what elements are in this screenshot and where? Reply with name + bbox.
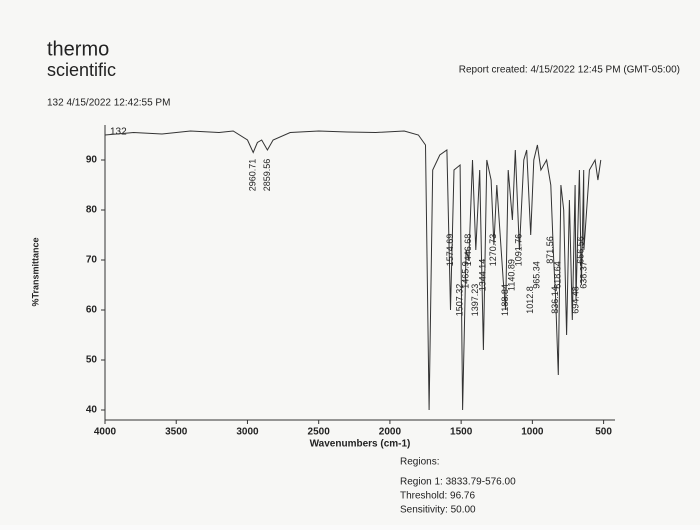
y-tick-label: 40 bbox=[86, 405, 98, 416]
y-tick-label: 80 bbox=[86, 205, 98, 216]
peak-label: 1507.32 bbox=[454, 284, 464, 317]
peak-label: 1574.69 bbox=[445, 234, 455, 267]
regions-title: Regions: bbox=[400, 457, 439, 468]
threshold: Threshold: 96.76 bbox=[400, 491, 475, 502]
y-tick-label: 60 bbox=[86, 305, 98, 316]
x-tick-label: 2000 bbox=[379, 427, 402, 438]
sample-header: 132 4/15/2022 12:42:55 PM bbox=[47, 98, 170, 109]
peak-label: 1091.76 bbox=[514, 234, 524, 267]
peak-label: 2859.56 bbox=[262, 159, 272, 192]
peak-label: 1140.89 bbox=[507, 259, 517, 291]
y-tick-label: 90 bbox=[86, 155, 98, 166]
peak-label: 638.37 bbox=[578, 261, 588, 289]
x-axis-label: Wavenumbers (cm-1) bbox=[310, 439, 411, 450]
peak-label: 1012.8 bbox=[525, 286, 535, 314]
y-tick-label: 50 bbox=[86, 355, 98, 366]
peak-label: 1397.23 bbox=[470, 284, 480, 317]
x-tick-label: 500 bbox=[595, 427, 612, 438]
peak-label: 1188.84 bbox=[500, 284, 510, 316]
peak-label: 2960.71 bbox=[247, 159, 257, 192]
series-label: 132 bbox=[110, 127, 127, 138]
peak-label: 694.48 bbox=[570, 286, 580, 314]
x-tick-label: 1000 bbox=[521, 427, 544, 438]
peak-label: 1344.14 bbox=[478, 259, 488, 292]
y-tick-label: 70 bbox=[86, 255, 98, 266]
x-tick-label: 1500 bbox=[450, 427, 473, 438]
x-tick-label: 3500 bbox=[165, 427, 188, 438]
peak-label: 1446.68 bbox=[463, 234, 473, 267]
x-tick-label: 4000 bbox=[94, 427, 117, 438]
peak-label: 818.64 bbox=[553, 261, 563, 289]
y-axis-label: %Transmittance bbox=[30, 237, 40, 306]
x-tick-label: 2500 bbox=[308, 427, 331, 438]
peak-label: 656.56 bbox=[576, 236, 586, 264]
peak-label: 836.14 bbox=[550, 286, 560, 314]
peak-label: 965.34 bbox=[532, 261, 542, 289]
spectrum-line bbox=[104, 130, 602, 411]
report-created: Report created: 4/15/2022 12:45 PM (GMT-… bbox=[459, 65, 680, 76]
region: Region 1: 3833.79-576.00 bbox=[400, 477, 516, 488]
sensitivity: Sensitivity: 50.00 bbox=[400, 505, 476, 516]
peak-label: 1270.73 bbox=[488, 234, 498, 267]
x-tick-label: 3000 bbox=[236, 427, 259, 438]
peak-label: 871.56 bbox=[545, 236, 555, 264]
brand: scientific bbox=[47, 60, 116, 80]
peak-label: 1465.9 bbox=[460, 261, 470, 289]
brand: thermo bbox=[47, 38, 109, 60]
